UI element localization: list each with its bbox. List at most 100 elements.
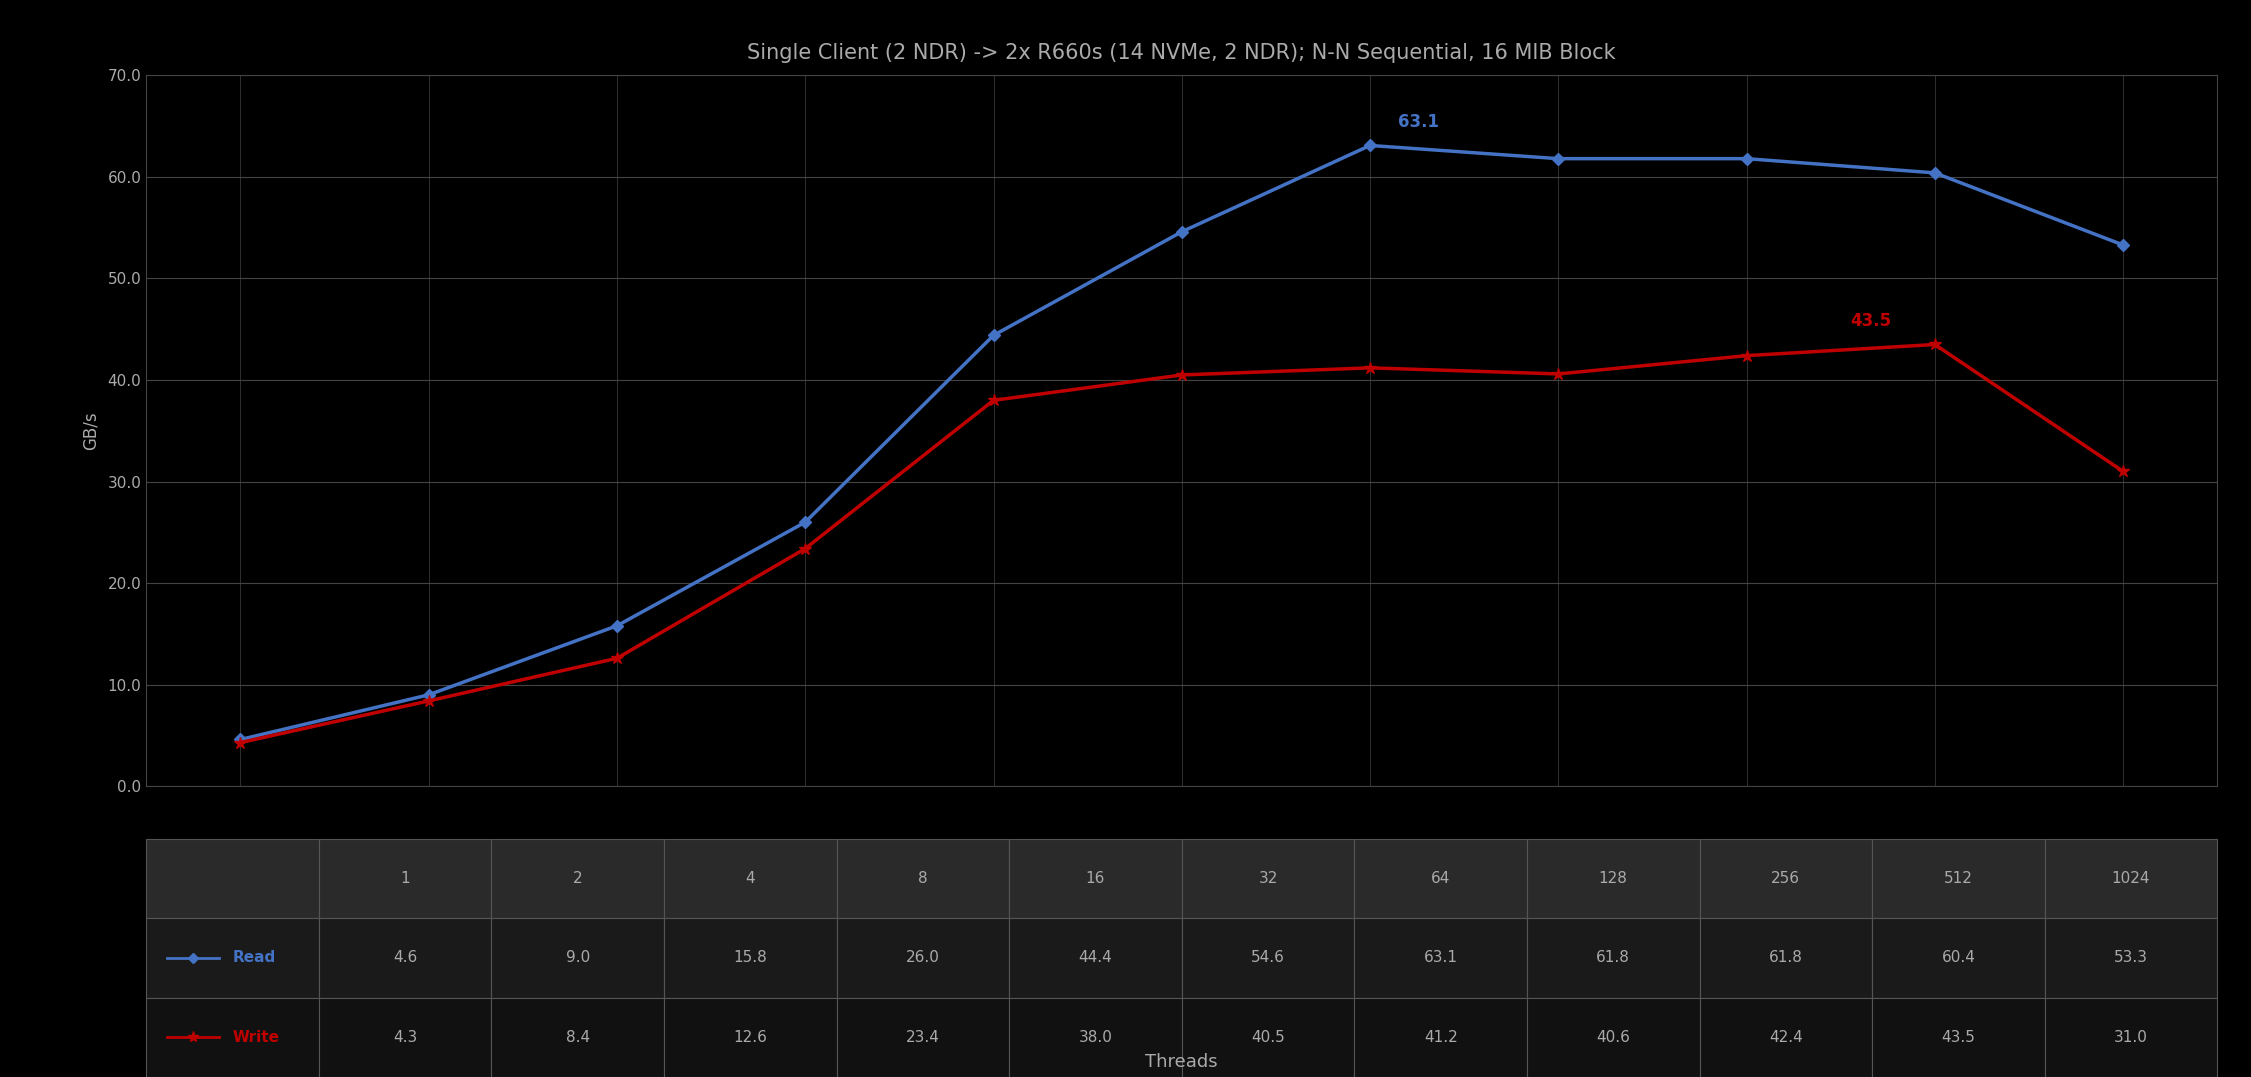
Text: 32: 32 <box>1258 871 1279 885</box>
Text: 61.8: 61.8 <box>1769 950 1803 965</box>
Text: 128: 128 <box>1598 871 1627 885</box>
Bar <box>837 997 1008 1077</box>
Y-axis label: GB/s: GB/s <box>81 411 99 450</box>
Bar <box>837 839 1008 918</box>
Text: 31.0: 31.0 <box>2114 1030 2147 1045</box>
Line: Write: Write <box>234 338 2129 749</box>
Text: Threads: Threads <box>1146 1053 1218 1072</box>
Text: 61.8: 61.8 <box>1596 950 1630 965</box>
Bar <box>146 839 320 918</box>
Bar <box>320 839 491 918</box>
Text: Write: Write <box>232 1030 279 1045</box>
Read <box>603 619 630 632</box>
Write <box>1544 367 1571 380</box>
Text: 1024: 1024 <box>2111 871 2150 885</box>
Bar <box>837 918 1008 997</box>
Text: 8.4: 8.4 <box>565 1030 590 1045</box>
Write <box>979 394 1006 407</box>
Bar <box>1526 997 1700 1077</box>
Bar <box>1355 997 1526 1077</box>
Bar <box>2044 839 2217 918</box>
Text: 63.1: 63.1 <box>1423 950 1459 965</box>
Read <box>1357 139 1384 152</box>
Text: 42.4: 42.4 <box>1769 1030 1803 1045</box>
Title: Single Client (2 NDR) -> 2x R660s (14 NVMe, 2 NDR); N-N Sequential, 16 MIB Block: Single Client (2 NDR) -> 2x R660s (14 NV… <box>747 43 1616 62</box>
Text: 54.6: 54.6 <box>1252 950 1285 965</box>
Bar <box>491 918 664 997</box>
Read <box>979 328 1006 341</box>
Text: 43.5: 43.5 <box>1940 1030 1976 1045</box>
Text: 53.3: 53.3 <box>2114 950 2147 965</box>
Bar <box>491 997 664 1077</box>
Text: 15.8: 15.8 <box>734 950 768 965</box>
Bar <box>664 839 837 918</box>
Bar <box>1873 997 2044 1077</box>
Bar <box>1182 918 1355 997</box>
Bar <box>491 839 664 918</box>
Text: 4: 4 <box>745 871 754 885</box>
Write <box>1922 338 1949 351</box>
Text: 512: 512 <box>1945 871 1972 885</box>
Bar <box>664 918 837 997</box>
Bar <box>320 918 491 997</box>
Bar <box>1873 918 2044 997</box>
Read <box>227 733 254 746</box>
Bar <box>320 997 491 1077</box>
Text: 23.4: 23.4 <box>905 1030 941 1045</box>
Text: 44.4: 44.4 <box>1078 950 1112 965</box>
Write <box>414 695 441 708</box>
Text: 9.0: 9.0 <box>565 950 590 965</box>
Bar <box>1526 918 1700 997</box>
Write <box>603 652 630 665</box>
Text: 41.2: 41.2 <box>1425 1030 1456 1045</box>
Read <box>1922 167 1949 180</box>
Text: 4.3: 4.3 <box>394 1030 416 1045</box>
Text: 16: 16 <box>1085 871 1105 885</box>
Text: 26.0: 26.0 <box>905 950 941 965</box>
Bar <box>1182 839 1355 918</box>
Bar <box>1355 918 1526 997</box>
Bar <box>1008 918 1182 997</box>
Text: 40.6: 40.6 <box>1596 1030 1630 1045</box>
Write <box>1357 362 1384 375</box>
Text: 12.6: 12.6 <box>734 1030 768 1045</box>
Bar <box>146 918 320 997</box>
Read <box>792 516 819 529</box>
Line: Read: Read <box>236 141 2127 743</box>
Text: 8: 8 <box>918 871 927 885</box>
Write <box>1168 368 1195 381</box>
Bar <box>1526 839 1700 918</box>
Bar <box>1355 839 1526 918</box>
Bar <box>664 997 837 1077</box>
Bar <box>2044 918 2217 997</box>
Text: 43.5: 43.5 <box>1850 312 1891 331</box>
Bar <box>146 997 320 1077</box>
Read <box>1168 225 1195 238</box>
Text: 60.4: 60.4 <box>1940 950 1976 965</box>
Write <box>2109 465 2136 478</box>
Bar <box>1700 997 1873 1077</box>
Text: 64: 64 <box>1432 871 1450 885</box>
Bar <box>1700 918 1873 997</box>
Read <box>1544 152 1571 165</box>
Text: 1: 1 <box>401 871 410 885</box>
Bar <box>1700 839 1873 918</box>
Write <box>792 542 819 555</box>
Text: 2: 2 <box>574 871 583 885</box>
Text: 38.0: 38.0 <box>1078 1030 1112 1045</box>
Bar <box>1008 997 1182 1077</box>
Text: 63.1: 63.1 <box>1398 113 1438 131</box>
Read <box>414 688 441 701</box>
Read <box>2109 238 2136 251</box>
Text: 40.5: 40.5 <box>1252 1030 1285 1045</box>
Text: 4.6: 4.6 <box>394 950 416 965</box>
Text: 256: 256 <box>1772 871 1801 885</box>
Bar <box>1008 839 1182 918</box>
Write <box>227 736 254 749</box>
Bar <box>1182 997 1355 1077</box>
Bar <box>1873 839 2044 918</box>
Text: Read: Read <box>232 950 277 965</box>
Read <box>1733 152 1760 165</box>
Write <box>1733 349 1760 362</box>
Bar <box>2044 997 2217 1077</box>
